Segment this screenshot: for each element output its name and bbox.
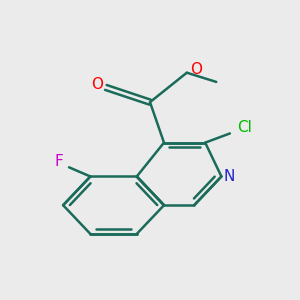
Text: F: F [55,154,64,169]
Text: Cl: Cl [237,120,252,135]
Text: O: O [91,77,103,92]
Text: O: O [190,62,202,77]
Text: N: N [224,169,235,184]
